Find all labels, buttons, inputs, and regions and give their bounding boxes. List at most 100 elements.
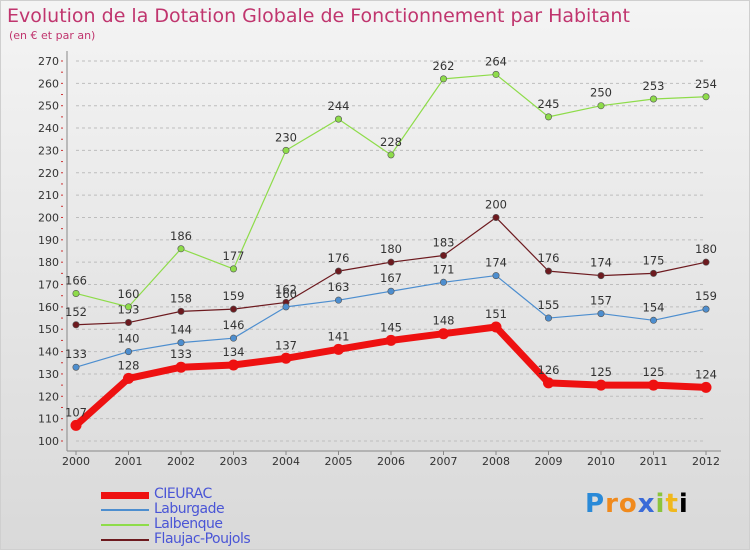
x-tick-label-2005: 2005 xyxy=(325,455,353,468)
point-lalbenque-2006 xyxy=(387,151,395,159)
point-cieurac-2011 xyxy=(648,379,659,391)
data-label-laburgade-2011: 154 xyxy=(643,300,665,314)
data-label-flaujac-poujols-2009: 176 xyxy=(538,251,560,265)
x-tick-label-2008: 2008 xyxy=(482,455,510,468)
legend-label-flaujac-poujols: Flaujac-Poujols xyxy=(154,531,251,547)
legend-swatch-lalbenque xyxy=(101,524,149,526)
point-laburgade-2008 xyxy=(492,272,500,280)
data-label-lalbenque-2001: 160 xyxy=(118,287,140,301)
data-label-flaujac-poujols-2003: 159 xyxy=(223,289,245,303)
data-label-cieurac-2008: 151 xyxy=(485,307,507,321)
data-label-laburgade-2002: 144 xyxy=(170,323,192,337)
x-tick-label-2006: 2006 xyxy=(377,455,405,468)
point-flaujac-poujols-2010 xyxy=(597,272,605,280)
data-label-cieurac-2006: 145 xyxy=(380,320,402,334)
data-label-laburgade-2012: 159 xyxy=(695,289,717,303)
point-lalbenque-2007 xyxy=(439,75,447,83)
y-tick-label-150: 150 xyxy=(38,323,59,336)
data-label-lalbenque-2004: 230 xyxy=(275,130,297,144)
data-label-laburgade-2004: 160 xyxy=(275,287,297,301)
chart-subtitle: (en € et par an) xyxy=(9,29,96,42)
point-cieurac-2010 xyxy=(595,379,607,391)
y-tick-label-220: 220 xyxy=(38,167,59,180)
legend-swatch-cieurac xyxy=(101,492,149,499)
point-lalbenque-2003 xyxy=(230,265,238,273)
point-laburgade-2001 xyxy=(125,348,133,356)
point-cieurac-2001 xyxy=(123,372,134,384)
point-lalbenque-2004 xyxy=(282,146,290,154)
data-label-cieurac-2009: 126 xyxy=(538,363,560,377)
point-flaujac-poujols-2007 xyxy=(439,251,447,259)
legend-swatch-laburgade xyxy=(101,509,149,511)
point-flaujac-poujols-2011 xyxy=(649,269,657,277)
point-laburgade-2010 xyxy=(597,310,605,318)
data-label-cieurac-2011: 125 xyxy=(643,365,665,379)
y-tick-label-130: 130 xyxy=(38,368,59,381)
point-laburgade-2007 xyxy=(439,278,447,286)
point-flaujac-poujols-2012 xyxy=(702,258,710,266)
data-label-lalbenque-2007: 262 xyxy=(433,59,455,73)
data-label-lalbenque-2000: 166 xyxy=(65,273,87,287)
x-tick-label-2001: 2001 xyxy=(115,455,143,468)
y-tick-label-230: 230 xyxy=(38,144,59,157)
data-label-flaujac-poujols-2006: 180 xyxy=(380,242,402,256)
data-label-lalbenque-2005: 244 xyxy=(328,99,350,113)
data-label-cieurac-2003: 134 xyxy=(223,345,245,359)
legend-swatch-flaujac-poujols xyxy=(101,539,149,541)
point-laburgade-2006 xyxy=(387,287,395,295)
data-label-lalbenque-2010: 250 xyxy=(590,86,612,100)
data-label-cieurac-2012: 124 xyxy=(695,367,717,381)
data-label-cieurac-2001: 128 xyxy=(118,358,140,372)
point-flaujac-poujols-2000 xyxy=(72,321,80,329)
proxiti-logo: Proxiti xyxy=(585,489,689,519)
point-laburgade-2000 xyxy=(72,363,80,371)
data-label-cieurac-2010: 125 xyxy=(590,365,612,379)
data-label-flaujac-poujols-2007: 183 xyxy=(433,235,455,249)
point-cieurac-2005 xyxy=(333,343,344,355)
point-cieurac-2003 xyxy=(228,359,239,371)
data-label-lalbenque-2002: 186 xyxy=(170,229,192,243)
point-flaujac-poujols-2002 xyxy=(177,307,185,315)
data-label-lalbenque-2006: 228 xyxy=(380,135,402,149)
legend-label-cieurac: CIEURAC xyxy=(154,486,212,502)
point-flaujac-poujols-2001 xyxy=(125,319,133,327)
point-lalbenque-2008 xyxy=(492,70,500,78)
x-tick-label-2002: 2002 xyxy=(167,455,195,468)
y-tick-label-200: 200 xyxy=(38,211,59,224)
point-cieurac-2012 xyxy=(700,381,712,393)
point-cieurac-2004 xyxy=(280,352,292,364)
point-lalbenque-2005 xyxy=(334,115,342,123)
data-label-lalbenque-2008: 264 xyxy=(485,54,507,68)
data-label-flaujac-poujols-2002: 158 xyxy=(170,291,192,305)
data-label-laburgade-2001: 140 xyxy=(118,332,140,346)
y-tick-label-100: 100 xyxy=(38,435,59,448)
data-label-cieurac-2005: 141 xyxy=(328,329,350,343)
data-label-laburgade-2009: 155 xyxy=(538,298,560,312)
data-label-flaujac-poujols-2012: 180 xyxy=(695,242,717,256)
y-tick-label-260: 260 xyxy=(38,77,59,90)
legend-label-lalbenque: Lalbenque xyxy=(154,516,223,532)
point-lalbenque-2001 xyxy=(125,303,133,311)
data-label-cieurac-2000: 107 xyxy=(65,405,87,419)
data-label-cieurac-2004: 137 xyxy=(275,338,297,352)
data-label-laburgade-2008: 174 xyxy=(485,256,507,270)
point-lalbenque-2000 xyxy=(72,289,80,297)
point-cieurac-2007 xyxy=(438,328,449,340)
y-tick-label-250: 250 xyxy=(38,100,59,113)
data-label-laburgade-2003: 146 xyxy=(223,318,245,332)
data-label-flaujac-poujols-2004: 162 xyxy=(275,282,297,296)
x-tick-label-2009: 2009 xyxy=(535,455,563,468)
data-label-lalbenque-2009: 245 xyxy=(538,97,560,111)
data-label-laburgade-2000: 133 xyxy=(65,347,87,361)
point-laburgade-2005 xyxy=(334,296,342,304)
point-flaujac-poujols-2008 xyxy=(492,213,500,221)
point-flaujac-poujols-2003 xyxy=(230,305,238,313)
point-lalbenque-2011 xyxy=(649,95,657,103)
data-label-flaujac-poujols-2005: 176 xyxy=(328,251,350,265)
data-label-cieurac-2002: 133 xyxy=(170,347,192,361)
data-label-lalbenque-2012: 254 xyxy=(695,77,717,91)
point-laburgade-2002 xyxy=(177,339,185,347)
x-tick-label-2007: 2007 xyxy=(430,455,458,468)
